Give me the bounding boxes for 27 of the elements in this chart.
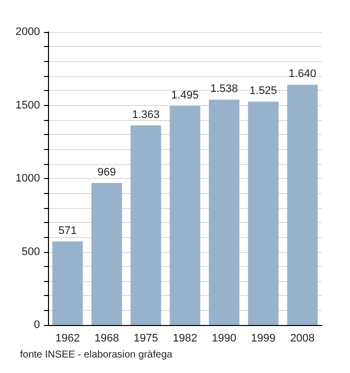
data-label: 1.640 <box>288 68 316 80</box>
y-tick-label: 2000 <box>16 26 40 38</box>
data-label: 571 <box>58 224 77 237</box>
x-tick-label: 1999 <box>251 332 276 344</box>
bar <box>52 241 83 325</box>
source-note: fonte INSEE - elaborasion gràfega <box>20 350 173 360</box>
x-tick-label: 1982 <box>172 332 198 344</box>
y-tick-label: 1000 <box>16 172 40 184</box>
bar <box>130 125 162 325</box>
data-label: 1.363 <box>132 108 160 121</box>
data-label: 1.525 <box>250 85 278 98</box>
bar <box>208 100 240 325</box>
x-tick-label: 2008 <box>290 332 315 344</box>
y-tick-label: 500 <box>22 246 40 258</box>
x-tick-label: 1962 <box>55 332 80 344</box>
x-tick-label: 1968 <box>94 332 119 344</box>
bar <box>91 183 122 325</box>
data-label: 969 <box>98 166 116 179</box>
bar <box>248 102 279 325</box>
x-tick-label: 1975 <box>134 332 158 344</box>
data-label: 1.538 <box>210 83 238 96</box>
y-tick-label: 0 <box>34 319 40 331</box>
x-tick-label: 1990 <box>212 332 236 344</box>
bar <box>170 106 200 325</box>
bar <box>287 84 318 325</box>
data-label: 1.495 <box>171 89 199 102</box>
y-tick-label: 1500 <box>16 99 40 112</box>
